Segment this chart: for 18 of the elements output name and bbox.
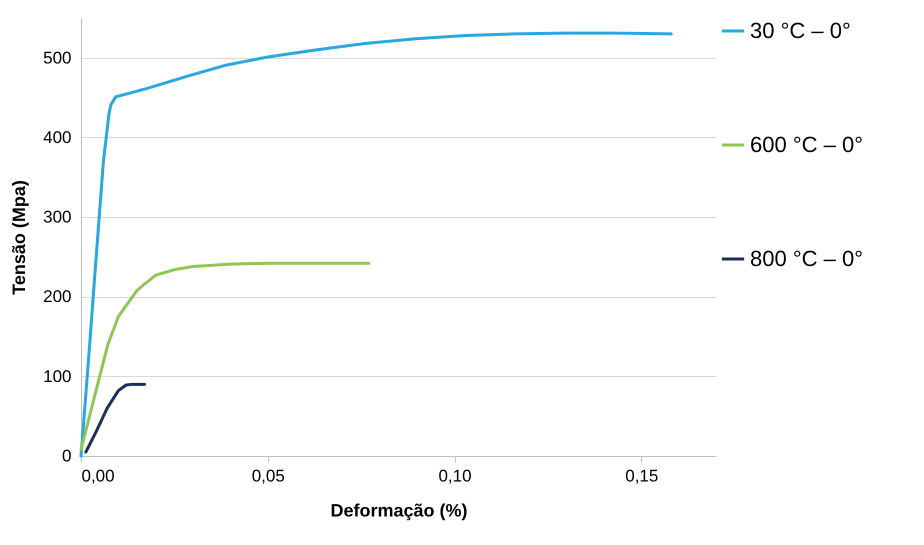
y-tick-label: 500 [43,48,72,68]
legend-label: 600 °C – 0° [750,132,863,157]
y-axis-title: Tensão (Mpa) [9,180,30,295]
legend-label: 800 °C – 0° [750,246,863,271]
y-tick-label: 200 [43,287,72,306]
x-tick-label: 0,10 [438,466,472,486]
x-tick-label: 0,00 [82,466,115,486]
legend-label: 30 °C – 0° [750,18,851,43]
y-tick-label: 0 [62,446,72,466]
x-axis-title: Deformação (%) [330,500,468,520]
y-tick-label: 400 [43,128,72,147]
line-series [84,382,146,454]
line-series [80,262,370,452]
x-tick-label: 0,15 [625,466,658,486]
y-tick-label: 100 [43,366,72,386]
y-tick-label: 300 [43,208,72,227]
line-series [80,32,673,458]
x-tick-label: 0,05 [252,466,285,486]
